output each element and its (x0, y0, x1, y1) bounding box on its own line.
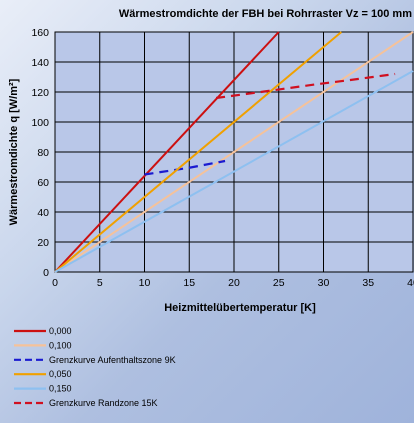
chart-title: Wärmestromdichte der FBH bei Rohrraster … (119, 8, 412, 20)
x-tick-label: 40 (407, 277, 414, 289)
y-tick-label: 100 (31, 117, 49, 129)
legend-label-2: Grenzkurve Aufenthaltszone 9K (49, 355, 176, 365)
legend-label-0: 0,000 (49, 326, 72, 336)
series-line-5 (215, 72, 396, 100)
y-tick-label: 60 (37, 177, 49, 189)
legend-label-3: 0,050 (49, 369, 72, 379)
series-line-1 (54, 31, 414, 273)
y-tick-label: 0 (43, 267, 49, 279)
x-tick-label: 30 (318, 277, 330, 289)
x-tick-label: 0 (52, 277, 58, 289)
legend-label-1: 0,100 (49, 340, 72, 350)
x-tick-label: 10 (139, 277, 151, 289)
y-tick-label: 80 (37, 147, 49, 159)
legend-label-5: Grenzkurve Randzone 15K (49, 398, 158, 408)
y-tick-label: 160 (31, 27, 49, 39)
y-tick-label: 20 (37, 237, 49, 249)
x-tick-label: 20 (228, 277, 240, 289)
x-tick-label: 5 (97, 277, 103, 289)
x-axis-label: Heizmittelübertemperatur [K] (164, 302, 316, 314)
series-line-3 (54, 31, 343, 273)
y-axis-label: Wärmestromdichte q [W/m²] (8, 78, 20, 225)
legend-label-4: 0,150 (49, 384, 72, 394)
y-tick-label: 40 (37, 207, 49, 219)
y-tick-label: 140 (31, 57, 49, 69)
x-tick-label: 25 (273, 277, 285, 289)
ticks-layer: 0 5 10 15 20 25 30 35 40 0 20 40 60 80 100 120 140 160 (31, 27, 414, 289)
series-layer (54, 31, 414, 273)
series-line-4 (54, 70, 414, 273)
x-tick-label: 35 (362, 277, 374, 289)
x-tick-label: 15 (183, 277, 195, 289)
y-tick-label: 120 (31, 87, 49, 99)
series-line-0 (54, 31, 280, 273)
legend: 0,000 0,100 Grenzkurve Aufenthaltszone 9K 0… (14, 326, 176, 408)
series-line-2 (144, 159, 226, 176)
